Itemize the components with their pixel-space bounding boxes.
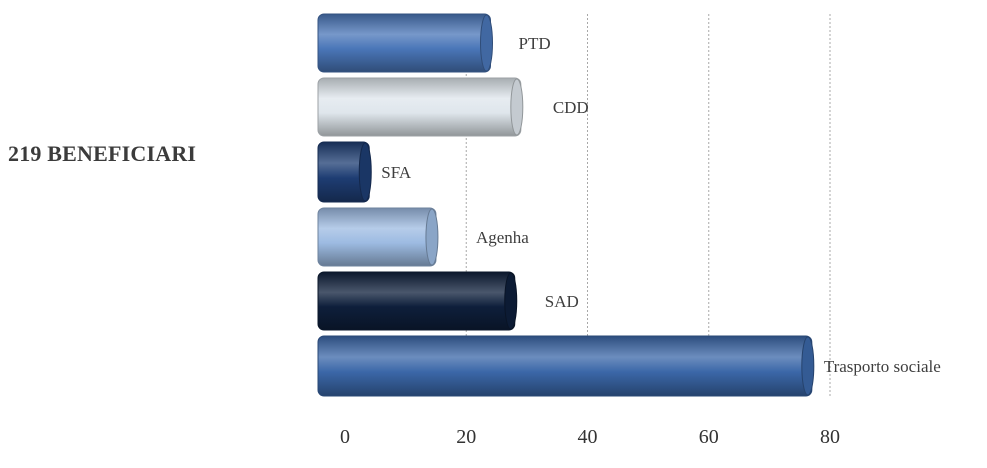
bar-label: Agenha: [476, 228, 529, 247]
bar: [317, 77, 524, 137]
bar-body: [317, 13, 491, 73]
bar-end-cap: [480, 14, 493, 72]
x-tick-label: 80: [820, 426, 840, 448]
bar-label: SFA: [381, 163, 412, 182]
bar: [317, 207, 439, 267]
bar-end-cap: [510, 78, 524, 136]
bar-label: Trasporto sociale: [824, 357, 941, 376]
bar-end-cap: [504, 272, 518, 330]
x-tick-label: 20: [456, 426, 476, 448]
bar: [317, 13, 493, 73]
bar-label: PTD: [519, 34, 551, 53]
bar: [317, 141, 372, 203]
bar-body: [317, 271, 516, 331]
bar: [317, 271, 518, 331]
bar-label: CDD: [553, 98, 589, 117]
bar-body: [317, 335, 813, 397]
bar-label: SAD: [545, 292, 579, 311]
x-tick-label: 60: [699, 426, 719, 448]
chart-headline: 219 BENEFICIARI: [8, 141, 197, 166]
bar: [317, 335, 815, 397]
bars: [317, 13, 815, 397]
bar-labels: PTD CDD SFA Agenha SAD Trasporto sociale: [381, 34, 941, 376]
bar-end-cap: [358, 142, 372, 202]
x-tick-label: 40: [578, 426, 598, 448]
x-tick-label: 0: [340, 426, 350, 448]
x-axis-ticks: 0 20 40 60 80: [340, 426, 840, 448]
bar-body: [317, 207, 437, 267]
bar-end-cap: [425, 208, 439, 266]
bar-end-cap: [801, 336, 815, 396]
bar-body: [317, 77, 522, 137]
